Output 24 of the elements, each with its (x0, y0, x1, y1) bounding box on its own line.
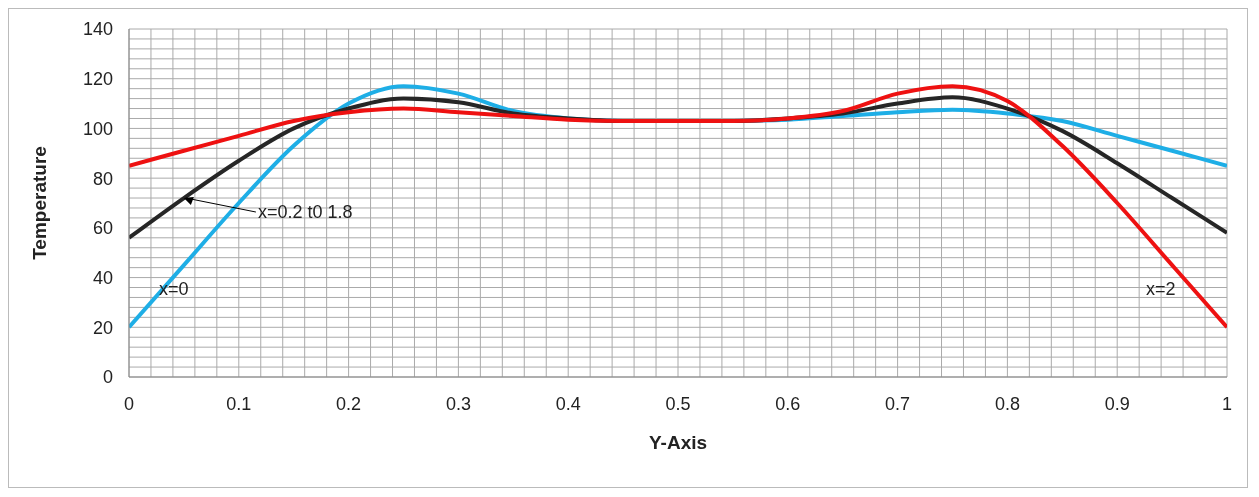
x-tick-label: 1 (1221, 393, 1233, 414)
line-series (129, 84, 1227, 330)
x-tick-label: 0.6 (775, 393, 801, 414)
x-tick-label: 0.2 (336, 393, 362, 414)
y-tick-label: 140 (82, 19, 113, 40)
y-tick-label: 120 (82, 69, 113, 90)
y-tick-label: 0 (102, 367, 113, 388)
x-tick-label: 0.8 (994, 393, 1020, 414)
annotation: x=2 (1146, 279, 1176, 300)
x-tick-label: 0.1 (226, 393, 252, 414)
y-tick-label: 60 (92, 218, 113, 239)
x-tick-label: 0.4 (555, 393, 581, 414)
x-tick-label: 0.9 (1104, 393, 1130, 414)
x-tick-label: 0.7 (885, 393, 911, 414)
x-tick-label: 0.5 (665, 393, 691, 414)
x-tick-label: 0 (123, 393, 135, 414)
x-axis-title: Y-Axis (648, 432, 708, 453)
x-tick-label: 0.3 (445, 393, 471, 414)
y-tick-label: 40 (92, 267, 113, 288)
annotation: x=0.2 t0 1.8 (257, 202, 353, 223)
y-tick-label: 20 (92, 317, 113, 338)
y-tick-label: 100 (82, 118, 113, 139)
y-axis-title: Temperature (28, 146, 50, 260)
y-tick-label: 80 (92, 168, 113, 189)
